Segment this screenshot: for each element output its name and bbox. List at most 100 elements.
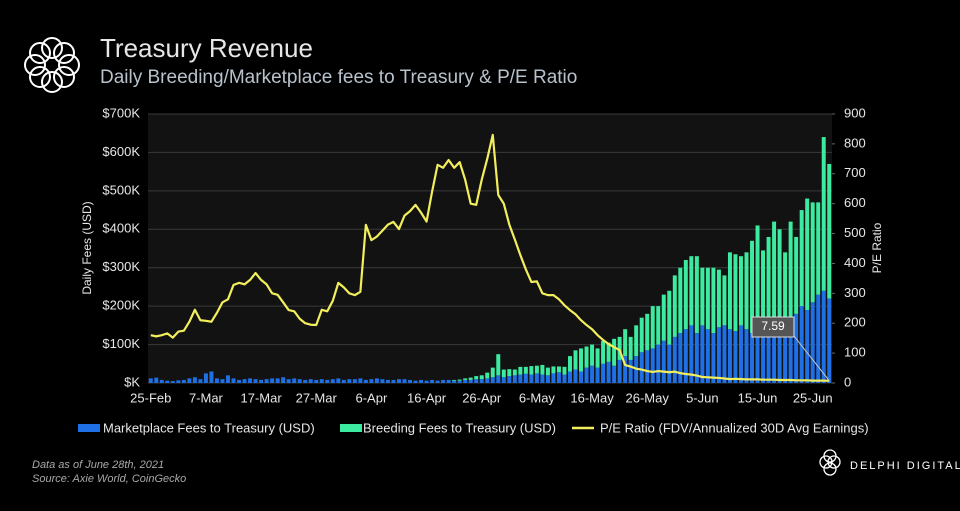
bar xyxy=(214,378,219,383)
bar xyxy=(507,369,512,377)
bar xyxy=(573,369,578,383)
bar xyxy=(595,367,600,383)
bar xyxy=(203,373,208,383)
bar xyxy=(810,302,815,383)
bar xyxy=(424,380,429,383)
bar xyxy=(496,375,501,383)
x-tick-label: 16-Apr xyxy=(407,390,447,405)
bar xyxy=(738,256,743,326)
bar xyxy=(457,380,462,383)
bar xyxy=(584,367,589,383)
bar xyxy=(821,137,826,291)
bar xyxy=(485,372,490,379)
note: Data as of June 28th, 2021 xyxy=(32,459,164,471)
legend-label: Breeding Fees to Treasury (USD) xyxy=(363,420,556,435)
bar xyxy=(496,354,501,376)
x-tick-label: 5-Jun xyxy=(686,390,719,405)
bar xyxy=(750,240,755,334)
logo xyxy=(24,37,80,93)
bar xyxy=(540,364,545,375)
bar xyxy=(352,379,357,383)
bar xyxy=(209,371,214,383)
bar xyxy=(259,379,264,383)
bar xyxy=(711,333,716,383)
bar xyxy=(303,379,308,383)
pe-line xyxy=(150,133,830,382)
bar xyxy=(534,365,539,374)
bar xyxy=(308,379,313,383)
bar xyxy=(281,377,286,383)
bar xyxy=(363,379,368,383)
bar xyxy=(601,340,606,364)
bar xyxy=(512,369,517,376)
bar xyxy=(380,379,385,383)
y2-tick-label: 700 xyxy=(844,165,866,180)
bar xyxy=(474,376,479,380)
bar xyxy=(799,306,804,383)
bar xyxy=(187,378,192,383)
bar xyxy=(391,379,396,383)
bar xyxy=(700,325,705,383)
bar xyxy=(645,313,650,351)
x-tick-label: 16-May xyxy=(570,390,614,405)
bar xyxy=(248,378,253,383)
bar xyxy=(744,252,749,330)
y2-tick-label: 0 xyxy=(844,374,851,389)
bar xyxy=(656,306,661,345)
bar xyxy=(170,381,175,383)
bar xyxy=(457,379,462,381)
source: Source: Axie World, CoinGecko xyxy=(32,473,186,485)
bar xyxy=(567,356,572,372)
bar xyxy=(573,350,578,370)
bar xyxy=(716,327,721,383)
bar xyxy=(176,380,181,383)
bar xyxy=(805,198,810,310)
subtitle: Daily Breeding/Marketplace fees to Treas… xyxy=(100,67,577,88)
bar xyxy=(545,375,550,383)
bar xyxy=(347,379,352,383)
y2-tick-label: 200 xyxy=(844,315,866,330)
x-tick-label: 17-Mar xyxy=(240,390,282,405)
bar xyxy=(711,267,716,334)
bar xyxy=(639,317,644,353)
bar xyxy=(590,344,595,366)
bar xyxy=(220,379,225,383)
bar xyxy=(816,294,821,383)
legend-swatch xyxy=(340,424,362,432)
annotation: 7.59 xyxy=(761,319,785,333)
bar xyxy=(165,380,170,383)
y-tick-label: $K xyxy=(124,374,140,389)
legend-swatch xyxy=(78,424,100,432)
bar xyxy=(181,379,186,383)
bar xyxy=(645,350,650,383)
bar xyxy=(694,256,699,334)
bar xyxy=(733,254,738,332)
legend-label: P/E Ratio (FDV/Annualized 30D Avg Earnin… xyxy=(600,420,869,435)
bar xyxy=(264,379,269,383)
bar xyxy=(441,379,446,383)
bar xyxy=(579,348,584,372)
bar xyxy=(237,379,242,383)
bar xyxy=(523,366,528,374)
bar xyxy=(650,348,655,383)
y2-tick-label: 900 xyxy=(844,105,866,120)
title: Treasury Revenue xyxy=(100,33,313,63)
bar xyxy=(253,379,258,383)
bar xyxy=(667,290,672,345)
bar xyxy=(518,366,523,375)
bar xyxy=(369,379,374,383)
bar xyxy=(639,352,644,383)
bar xyxy=(794,236,799,314)
x-tick-label: 25-Jun xyxy=(793,390,833,405)
bar xyxy=(452,379,457,381)
bar xyxy=(275,378,280,383)
bar xyxy=(446,379,451,383)
y2-tick-label: 800 xyxy=(844,135,866,150)
bar xyxy=(529,374,534,383)
bar xyxy=(159,379,164,383)
y2-tick-label: 300 xyxy=(844,285,866,300)
bar xyxy=(325,379,330,383)
bar xyxy=(463,378,468,380)
bar xyxy=(435,380,440,383)
bar xyxy=(286,379,291,383)
